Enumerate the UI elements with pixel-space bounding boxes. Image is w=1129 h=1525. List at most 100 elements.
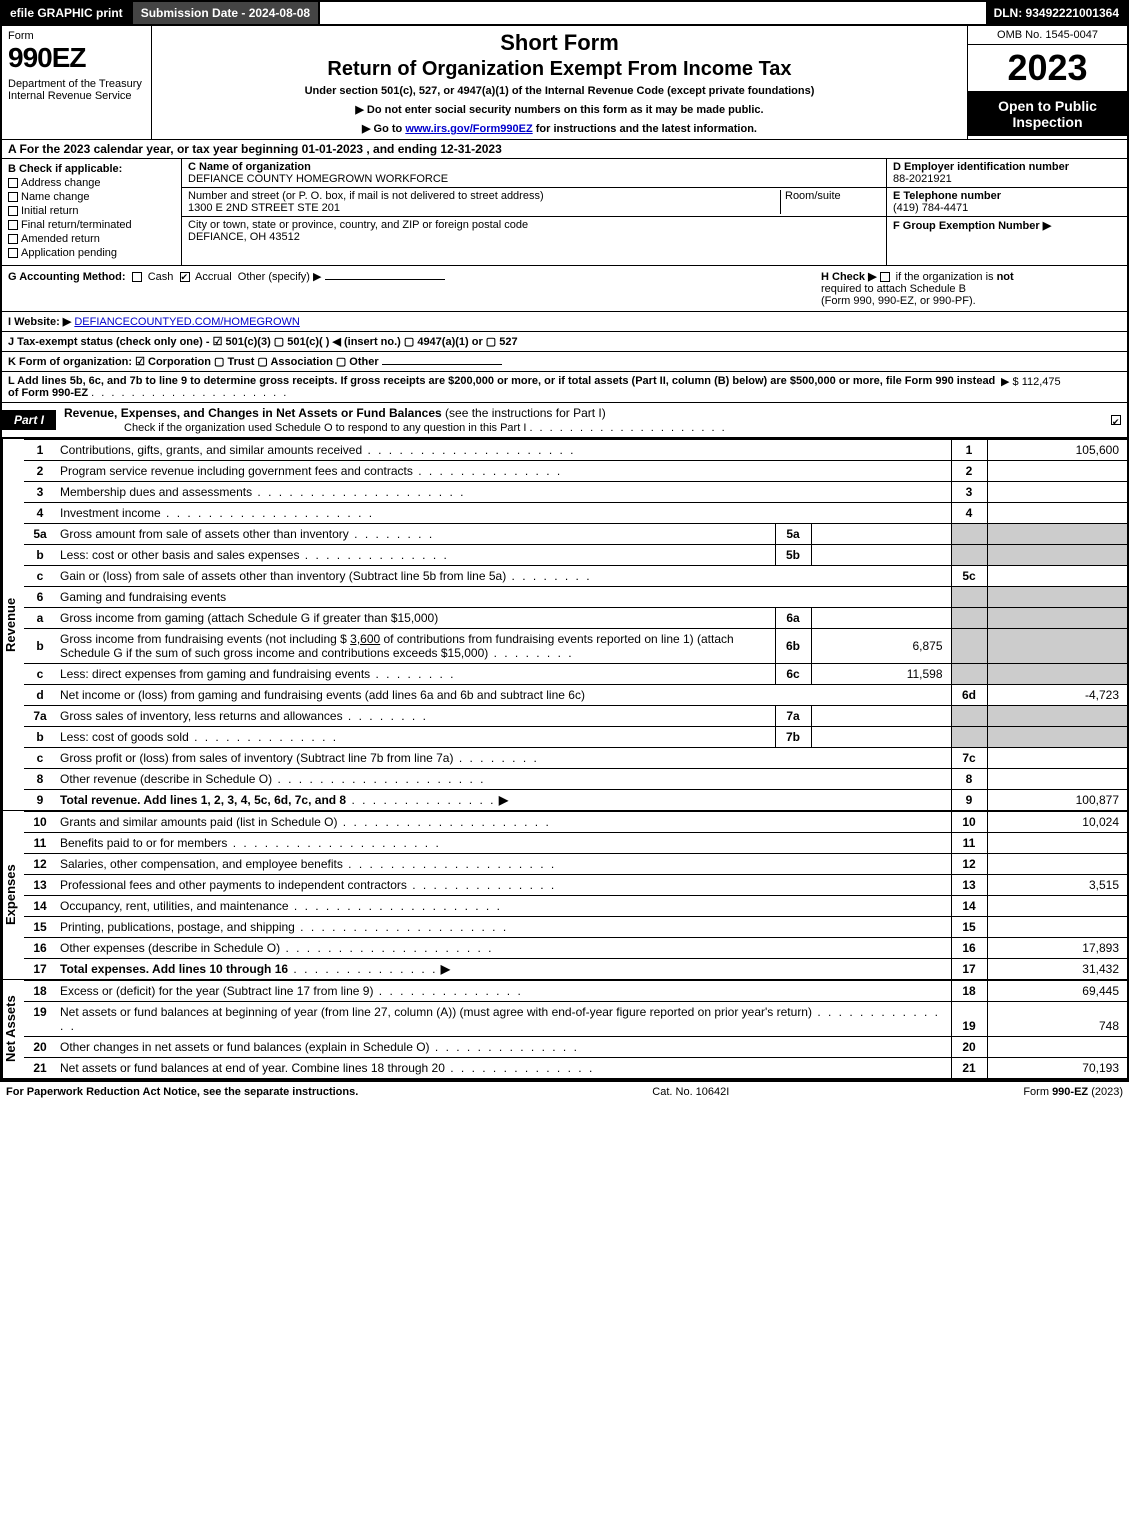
checkbox-icon[interactable] [8,248,18,258]
chk-address-change[interactable]: Address change [8,177,175,189]
section-a: A For the 2023 calendar year, or tax yea… [0,139,1129,158]
h-text1: if the organization is [896,271,997,283]
line-num: 2 [24,461,56,482]
org-name-label: C Name of organization [188,161,311,173]
website-link[interactable]: DEFIANCECOUNTYED.COM/HOMEGROWN [74,316,300,328]
shade-cell [987,629,1127,664]
line-num: 1 [24,440,56,461]
g-cash: Cash [148,271,174,283]
chk-amended[interactable]: Amended return [8,233,175,245]
instr2-pre: ▶ Go to [362,123,405,135]
mid-label: 6a [775,608,811,629]
line-16: 16 Other expenses (describe in Schedule … [24,938,1127,959]
revenue-section: Revenue 1 Contributions, gifts, grants, … [0,439,1129,810]
footer-left: For Paperwork Reduction Act Notice, see … [6,1086,358,1098]
line-num: 6 [24,587,56,608]
group-exempt-label: F Group Exemption Number ▶ [893,220,1051,232]
line-box: 17 [951,959,987,980]
arrow-icon: ▶ [499,793,508,807]
line-desc: Other changes in net assets or fund bala… [56,1037,951,1058]
line-17: 17 Total expenses. Add lines 10 through … [24,959,1127,980]
line-val [987,748,1127,769]
line-6a: a Gross income from gaming (attach Sched… [24,608,1127,629]
line-box: 8 [951,769,987,790]
chk-final-return[interactable]: Final return/terminated [8,219,175,231]
line-6: 6 Gaming and fundraising events [24,587,1127,608]
line-num: 11 [24,833,56,854]
line-desc: Net assets or fund balances at end of ye… [56,1058,951,1079]
line-num: 5a [24,524,56,545]
checkbox-icon[interactable] [8,192,18,202]
mid-val [811,706,951,727]
line-num: d [24,685,56,706]
chk-pending[interactable]: Application pending [8,247,175,259]
chk-label: Amended return [21,233,100,245]
tel-row: E Telephone number (419) 784-4471 [887,188,1127,217]
shade-cell [951,545,987,566]
city-value: DEFIANCE, OH 43512 [188,231,300,243]
k-other-line[interactable] [382,364,502,365]
part-1-checkbox-icon[interactable] [1111,415,1121,425]
shade-cell [951,629,987,664]
dots-icon [413,464,562,478]
line-box: 20 [951,1037,987,1058]
line-desc: Benefits paid to or for members [56,833,951,854]
line-num: 21 [24,1058,56,1079]
chk-name-change[interactable]: Name change [8,191,175,203]
checkbox-icon[interactable] [8,206,18,216]
shade-cell [951,608,987,629]
line-num: 10 [24,812,56,833]
expenses-section: Expenses 10 Grants and similar amounts p… [0,810,1129,979]
line-val: 100,877 [987,790,1127,811]
line-desc: Total expenses. Add lines 10 through 16 … [56,959,951,980]
g-label: G Accounting Method: [8,271,126,283]
shade-cell [987,608,1127,629]
row-g-h: G Accounting Method: Cash Accrual Other … [0,265,1129,311]
checkbox-icon[interactable] [8,220,18,230]
dots-icon [370,667,455,681]
header-left: Form 990EZ Department of the Treasury In… [2,26,152,139]
checkbox-icon[interactable] [8,234,18,244]
topbar-spacer [320,2,985,24]
line-6c: c Less: direct expenses from gaming and … [24,664,1127,685]
line-5b: b Less: cost or other basis and sales ex… [24,545,1127,566]
group-exempt-row: F Group Exemption Number ▶ [887,217,1127,234]
footer-right: Form 990-EZ (2023) [1023,1086,1123,1098]
line-8: 8 Other revenue (describe in Schedule O)… [24,769,1127,790]
chk-label: Initial return [21,205,78,217]
j-text: J Tax-exempt status (check only one) - ☑… [8,336,518,348]
line-val: 31,432 [987,959,1127,980]
section-c: C Name of organization DEFIANCE COUNTY H… [182,159,887,265]
checkbox-checked-icon[interactable] [180,272,190,282]
omb-number: OMB No. 1545-0047 [968,26,1127,45]
instr2-post: for instructions and the latest informat… [533,123,757,135]
section-b-label: B Check if applicable: [8,163,175,175]
line-val [987,461,1127,482]
g-accrual: Accrual [195,271,232,283]
city-label: City or town, state or province, country… [188,219,528,231]
line-18: 18 Excess or (deficit) for the year (Sub… [24,981,1127,1002]
chk-initial-return[interactable]: Initial return [8,205,175,217]
line-desc: Printing, publications, postage, and shi… [56,917,951,938]
g-other-line[interactable] [325,279,445,280]
dots-icon [288,962,437,976]
k-text: K Form of organization: ☑ Corporation ▢ … [8,356,379,368]
irs-link[interactable]: www.irs.gov/Form990EZ [405,123,532,135]
footer-form: 990-EZ [1052,1086,1088,1098]
efile-label[interactable]: efile GRAPHIC print [2,2,131,24]
net-assets-section: Net Assets 18 Excess or (deficit) for th… [0,979,1129,1080]
line-val: 70,193 [987,1058,1127,1079]
mid-label: 5b [775,545,811,566]
line-box: 19 [951,1002,987,1037]
line-num: 8 [24,769,56,790]
checkbox-icon[interactable] [8,178,18,188]
dots-icon [407,878,556,892]
dots-icon [453,751,538,765]
line-desc: Membership dues and assessments [56,482,951,503]
checkbox-icon[interactable] [132,272,142,282]
dots-icon [343,709,428,723]
expenses-vert-label: Expenses [2,811,24,979]
line-4: 4 Investment income 4 [24,503,1127,524]
line-5c: c Gain or (loss) from sale of assets oth… [24,566,1127,587]
checkbox-icon[interactable] [880,272,890,282]
